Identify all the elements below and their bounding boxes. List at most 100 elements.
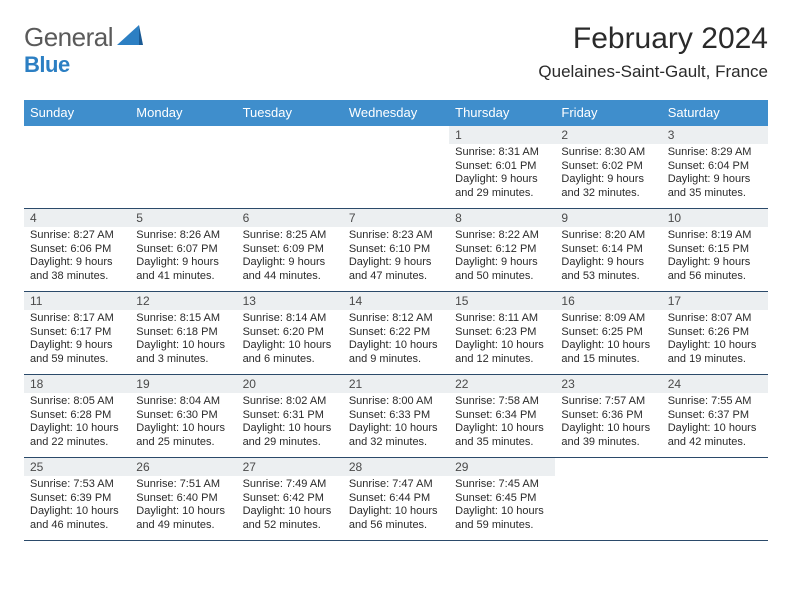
- day-details: Sunrise: 7:47 AMSunset: 6:44 PMDaylight:…: [343, 476, 449, 536]
- daylight-line: Daylight: 10 hours and 19 minutes.: [668, 339, 762, 366]
- daylight-line: Daylight: 10 hours and 42 minutes.: [668, 422, 762, 449]
- sunset-line: Sunset: 6:04 PM: [668, 160, 762, 174]
- day-details: Sunrise: 8:04 AMSunset: 6:30 PMDaylight:…: [130, 393, 236, 453]
- location: Quelaines-Saint-Gault, France: [538, 62, 768, 82]
- sunrise-line: Sunrise: 7:53 AM: [30, 478, 124, 492]
- day-number: 9: [555, 209, 661, 227]
- day-cell: 5Sunrise: 8:26 AMSunset: 6:07 PMDaylight…: [130, 209, 236, 291]
- day-cell: 6Sunrise: 8:25 AMSunset: 6:09 PMDaylight…: [237, 209, 343, 291]
- sunrise-line: Sunrise: 7:45 AM: [455, 478, 549, 492]
- day-cell: [130, 126, 236, 208]
- day-details: Sunrise: 8:26 AMSunset: 6:07 PMDaylight:…: [130, 227, 236, 287]
- day-cell: 24Sunrise: 7:55 AMSunset: 6:37 PMDayligh…: [662, 375, 768, 457]
- sunrise-line: Sunrise: 8:17 AM: [30, 312, 124, 326]
- day-details: Sunrise: 8:31 AMSunset: 6:01 PMDaylight:…: [449, 144, 555, 204]
- daylight-line: Daylight: 10 hours and 52 minutes.: [243, 505, 337, 532]
- sunset-line: Sunset: 6:02 PM: [561, 160, 655, 174]
- month-title: February 2024: [538, 22, 768, 56]
- sunset-line: Sunset: 6:26 PM: [668, 326, 762, 340]
- daylight-line: Daylight: 9 hours and 50 minutes.: [455, 256, 549, 283]
- daylight-line: Daylight: 10 hours and 29 minutes.: [243, 422, 337, 449]
- sunrise-line: Sunrise: 8:19 AM: [668, 229, 762, 243]
- day-cell: 15Sunrise: 8:11 AMSunset: 6:23 PMDayligh…: [449, 292, 555, 374]
- sunset-line: Sunset: 6:39 PM: [30, 492, 124, 506]
- day-details: Sunrise: 8:02 AMSunset: 6:31 PMDaylight:…: [237, 393, 343, 453]
- daylight-line: Daylight: 10 hours and 3 minutes.: [136, 339, 230, 366]
- week-row: 18Sunrise: 8:05 AMSunset: 6:28 PMDayligh…: [24, 375, 768, 458]
- sunset-line: Sunset: 6:25 PM: [561, 326, 655, 340]
- day-number: 18: [24, 375, 130, 393]
- daylight-line: Daylight: 9 hours and 29 minutes.: [455, 173, 549, 200]
- day-cell: 16Sunrise: 8:09 AMSunset: 6:25 PMDayligh…: [555, 292, 661, 374]
- daylight-line: Daylight: 9 hours and 41 minutes.: [136, 256, 230, 283]
- daylight-line: Daylight: 9 hours and 32 minutes.: [561, 173, 655, 200]
- day-cell: 9Sunrise: 8:20 AMSunset: 6:14 PMDaylight…: [555, 209, 661, 291]
- day-cell: 28Sunrise: 7:47 AMSunset: 6:44 PMDayligh…: [343, 458, 449, 540]
- day-details: Sunrise: 8:09 AMSunset: 6:25 PMDaylight:…: [555, 310, 661, 370]
- day-number: 29: [449, 458, 555, 476]
- sunset-line: Sunset: 6:34 PM: [455, 409, 549, 423]
- sunrise-line: Sunrise: 7:51 AM: [136, 478, 230, 492]
- daylight-line: Daylight: 9 hours and 47 minutes.: [349, 256, 443, 283]
- day-number: 21: [343, 375, 449, 393]
- day-cell: 23Sunrise: 7:57 AMSunset: 6:36 PMDayligh…: [555, 375, 661, 457]
- day-details: Sunrise: 7:57 AMSunset: 6:36 PMDaylight:…: [555, 393, 661, 453]
- dayhead-thu: Thursday: [449, 100, 555, 126]
- sunrise-line: Sunrise: 8:20 AM: [561, 229, 655, 243]
- day-details: Sunrise: 8:30 AMSunset: 6:02 PMDaylight:…: [555, 144, 661, 204]
- sunrise-line: Sunrise: 8:23 AM: [349, 229, 443, 243]
- day-number: [130, 126, 236, 144]
- day-cell: [24, 126, 130, 208]
- day-cell: 10Sunrise: 8:19 AMSunset: 6:15 PMDayligh…: [662, 209, 768, 291]
- sunrise-line: Sunrise: 8:15 AM: [136, 312, 230, 326]
- day-number: 17: [662, 292, 768, 310]
- day-cell: 29Sunrise: 7:45 AMSunset: 6:45 PMDayligh…: [449, 458, 555, 540]
- day-cell: 2Sunrise: 8:30 AMSunset: 6:02 PMDaylight…: [555, 126, 661, 208]
- day-cell: 1Sunrise: 8:31 AMSunset: 6:01 PMDaylight…: [449, 126, 555, 208]
- day-cell: [343, 126, 449, 208]
- day-details: Sunrise: 7:45 AMSunset: 6:45 PMDaylight:…: [449, 476, 555, 536]
- day-details: Sunrise: 7:49 AMSunset: 6:42 PMDaylight:…: [237, 476, 343, 536]
- sunrise-line: Sunrise: 8:26 AM: [136, 229, 230, 243]
- day-number: 23: [555, 375, 661, 393]
- title-block: February 2024 Quelaines-Saint-Gault, Fra…: [538, 22, 768, 82]
- day-number: 28: [343, 458, 449, 476]
- day-cell: [662, 458, 768, 540]
- day-details: Sunrise: 7:53 AMSunset: 6:39 PMDaylight:…: [24, 476, 130, 536]
- day-number: 16: [555, 292, 661, 310]
- daylight-line: Daylight: 10 hours and 59 minutes.: [455, 505, 549, 532]
- day-number: 10: [662, 209, 768, 227]
- day-cell: 7Sunrise: 8:23 AMSunset: 6:10 PMDaylight…: [343, 209, 449, 291]
- sunset-line: Sunset: 6:17 PM: [30, 326, 124, 340]
- sunrise-line: Sunrise: 7:49 AM: [243, 478, 337, 492]
- day-details: Sunrise: 8:00 AMSunset: 6:33 PMDaylight:…: [343, 393, 449, 453]
- sunset-line: Sunset: 6:45 PM: [455, 492, 549, 506]
- sunset-line: Sunset: 6:09 PM: [243, 243, 337, 257]
- day-details: Sunrise: 7:51 AMSunset: 6:40 PMDaylight:…: [130, 476, 236, 536]
- logo-text-a: General: [24, 22, 113, 53]
- day-cell: [555, 458, 661, 540]
- sunset-line: Sunset: 6:06 PM: [30, 243, 124, 257]
- day-number: 1: [449, 126, 555, 144]
- sunrise-line: Sunrise: 7:47 AM: [349, 478, 443, 492]
- day-number: 26: [130, 458, 236, 476]
- day-number: 19: [130, 375, 236, 393]
- week-row: 25Sunrise: 7:53 AMSunset: 6:39 PMDayligh…: [24, 458, 768, 541]
- day-cell: 25Sunrise: 7:53 AMSunset: 6:39 PMDayligh…: [24, 458, 130, 540]
- day-cell: 17Sunrise: 8:07 AMSunset: 6:26 PMDayligh…: [662, 292, 768, 374]
- sunset-line: Sunset: 6:15 PM: [668, 243, 762, 257]
- week-row: 1Sunrise: 8:31 AMSunset: 6:01 PMDaylight…: [24, 126, 768, 209]
- sunset-line: Sunset: 6:36 PM: [561, 409, 655, 423]
- day-details: Sunrise: 7:55 AMSunset: 6:37 PMDaylight:…: [662, 393, 768, 453]
- day-details: Sunrise: 8:22 AMSunset: 6:12 PMDaylight:…: [449, 227, 555, 287]
- calendar-grid: Sunday Monday Tuesday Wednesday Thursday…: [24, 100, 768, 541]
- dayhead-tue: Tuesday: [237, 100, 343, 126]
- day-number: 27: [237, 458, 343, 476]
- daylight-line: Daylight: 10 hours and 49 minutes.: [136, 505, 230, 532]
- day-details: Sunrise: 8:11 AMSunset: 6:23 PMDaylight:…: [449, 310, 555, 370]
- sunrise-line: Sunrise: 7:57 AM: [561, 395, 655, 409]
- sunset-line: Sunset: 6:23 PM: [455, 326, 549, 340]
- day-number: 14: [343, 292, 449, 310]
- sunset-line: Sunset: 6:37 PM: [668, 409, 762, 423]
- sunrise-line: Sunrise: 8:29 AM: [668, 146, 762, 160]
